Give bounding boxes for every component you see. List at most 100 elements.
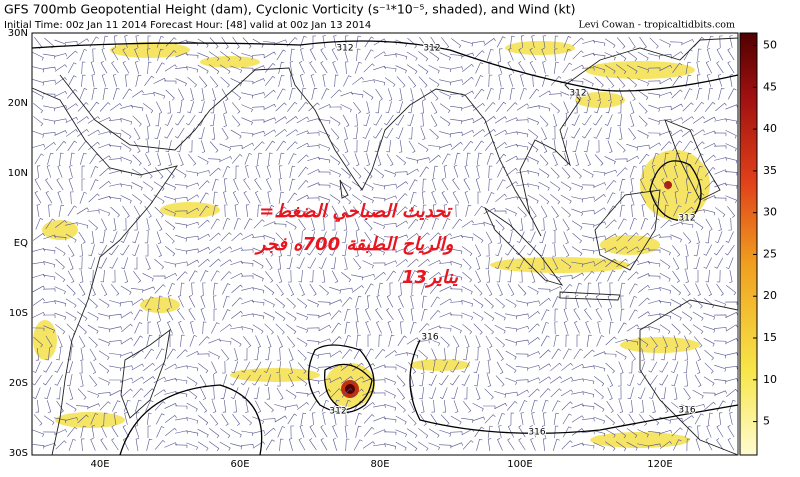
wind-barb bbox=[684, 347, 688, 361]
contour-label: 316 bbox=[678, 406, 695, 416]
wind-barb bbox=[211, 322, 220, 334]
wind-barb bbox=[65, 417, 78, 421]
wind-barb bbox=[354, 153, 360, 166]
wind-barb bbox=[586, 334, 592, 347]
wind-barb bbox=[406, 352, 419, 359]
wind-barb bbox=[571, 182, 584, 191]
wind-barb bbox=[175, 222, 188, 229]
wind-barb bbox=[43, 300, 56, 305]
wind-barb bbox=[554, 425, 559, 439]
wind-barb bbox=[81, 74, 86, 88]
wind-barb bbox=[422, 178, 427, 192]
wind-barb bbox=[175, 168, 187, 178]
wind-barb bbox=[384, 77, 396, 88]
wind-barb bbox=[365, 321, 371, 334]
wind-barb bbox=[565, 295, 570, 309]
wind-barb bbox=[418, 76, 428, 88]
wind-barb bbox=[515, 244, 526, 256]
wind-barb bbox=[54, 64, 67, 72]
wind-barb bbox=[88, 297, 98, 309]
wind-barb bbox=[43, 274, 56, 280]
wind-barb bbox=[694, 101, 705, 112]
wind-barb bbox=[519, 269, 523, 283]
wind-barb bbox=[276, 140, 287, 152]
wind-barb bbox=[355, 244, 359, 257]
wind-barb bbox=[594, 101, 602, 114]
wind-barb bbox=[553, 334, 560, 347]
wind-barb bbox=[333, 399, 340, 412]
wind-barb bbox=[332, 61, 338, 74]
contour-label: 316 bbox=[528, 428, 545, 438]
wind-barb bbox=[598, 282, 602, 296]
wind-barb bbox=[222, 283, 231, 295]
wind-barb bbox=[362, 90, 374, 100]
wind-barb bbox=[550, 167, 560, 179]
wind-barb bbox=[685, 74, 692, 87]
wind-barb bbox=[298, 269, 303, 283]
wind-barb bbox=[264, 427, 276, 437]
wind-barb bbox=[637, 130, 649, 139]
coast-srilanka bbox=[339, 179, 349, 199]
wind-barb bbox=[604, 38, 616, 48]
wind-barb bbox=[175, 417, 188, 421]
wind-barb bbox=[120, 195, 132, 204]
wind-barb bbox=[484, 388, 494, 400]
wind-barb bbox=[637, 337, 649, 348]
wind-barb bbox=[111, 61, 119, 74]
wind-barb bbox=[563, 48, 571, 61]
wind-barb bbox=[288, 348, 294, 361]
wind-barb bbox=[252, 130, 265, 136]
wind-barb bbox=[219, 156, 232, 162]
wind-barb bbox=[718, 412, 723, 425]
wind-barb bbox=[449, 93, 463, 97]
wind-barb bbox=[90, 231, 95, 244]
wind-barb bbox=[198, 415, 209, 426]
wind-barb bbox=[583, 101, 590, 114]
wind-barb bbox=[55, 219, 67, 228]
wind-barb bbox=[91, 74, 95, 87]
wind-barb bbox=[299, 425, 305, 438]
wind-barb bbox=[340, 376, 353, 384]
wind-barb bbox=[673, 178, 679, 191]
wind-barb bbox=[642, 165, 646, 179]
wind-barb bbox=[518, 61, 526, 74]
wind-barb bbox=[330, 89, 342, 99]
wind-barb bbox=[344, 308, 351, 321]
wind-barb bbox=[147, 425, 152, 439]
wind-barb bbox=[505, 391, 518, 396]
wind-barb bbox=[277, 270, 283, 283]
wind-barb bbox=[76, 222, 89, 229]
wind-barb bbox=[692, 220, 704, 231]
wind-barb bbox=[451, 387, 458, 400]
wind-barb bbox=[681, 415, 694, 423]
wind-barb bbox=[345, 438, 350, 452]
wind-barb bbox=[90, 361, 97, 374]
wind-barb bbox=[725, 143, 737, 152]
wind-barb bbox=[318, 118, 331, 124]
wind-barb bbox=[375, 100, 380, 114]
wind-barb bbox=[131, 182, 143, 191]
wind-barb bbox=[54, 118, 67, 122]
wind-barb bbox=[222, 360, 226, 374]
wind-barb bbox=[539, 297, 551, 306]
wind-barb bbox=[306, 327, 320, 331]
wind-barb bbox=[312, 412, 316, 426]
wind-barb bbox=[595, 295, 602, 308]
wind-barb bbox=[352, 388, 364, 398]
wind-barb bbox=[154, 401, 166, 411]
wind-barb bbox=[287, 336, 296, 348]
wind-barb bbox=[497, 61, 503, 74]
wind-barb bbox=[65, 402, 77, 412]
wind-barb bbox=[429, 128, 439, 140]
wind-barb bbox=[317, 171, 331, 176]
wind-barb bbox=[703, 312, 716, 320]
wind-barb bbox=[234, 348, 238, 361]
wind-barb bbox=[649, 37, 659, 49]
contour bbox=[308, 344, 375, 414]
wind-barb bbox=[66, 374, 73, 387]
wind-barb bbox=[639, 178, 646, 191]
wind-barb bbox=[340, 287, 353, 292]
wind-barb bbox=[200, 140, 206, 153]
wind-barb bbox=[307, 156, 320, 162]
wind-barb bbox=[186, 376, 198, 386]
